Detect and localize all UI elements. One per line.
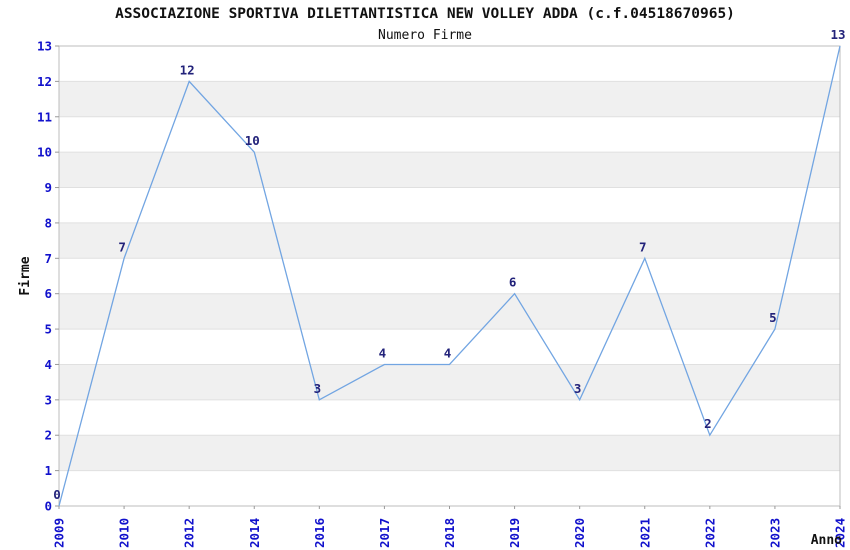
plot-band <box>59 81 840 117</box>
y-tick-label: 12 <box>37 74 52 89</box>
x-tick-label: 2022 <box>702 518 717 548</box>
y-tick-label: 3 <box>44 392 52 407</box>
plot-band <box>59 222 840 259</box>
data-label: 3 <box>574 381 582 396</box>
y-tick-label: 0 <box>44 499 52 514</box>
y-tick-label: 2 <box>44 428 52 443</box>
y-tick-label: 10 <box>37 145 52 160</box>
data-label: 4 <box>444 345 452 360</box>
plot-band <box>59 364 840 400</box>
plot-band <box>59 258 840 294</box>
data-label: 13 <box>830 27 845 42</box>
y-tick-label: 5 <box>44 322 52 337</box>
x-tick-label: 2009 <box>52 518 67 548</box>
y-tick-label: 7 <box>44 251 52 266</box>
x-axis-title: Anno <box>811 533 842 548</box>
data-label: 0 <box>53 487 61 502</box>
y-tick-label: 4 <box>44 357 52 372</box>
y-axis-title: Firme <box>18 256 33 295</box>
plot-band <box>59 116 840 153</box>
x-tick-label: 2014 <box>247 518 262 548</box>
y-tick-label: 6 <box>44 286 52 301</box>
y-tick-label: 11 <box>37 109 52 124</box>
data-label: 10 <box>245 133 260 148</box>
x-tick-label: 2010 <box>117 518 132 548</box>
plot-band <box>59 470 840 506</box>
plot-band <box>59 329 840 365</box>
plot-band <box>59 187 840 223</box>
plot-band <box>59 399 840 436</box>
y-tick-label: 13 <box>37 39 52 54</box>
plot-band <box>59 152 840 188</box>
y-tick-label: 9 <box>44 180 52 195</box>
data-label: 7 <box>639 239 647 254</box>
x-tick-label: 2021 <box>637 518 652 548</box>
y-tick-label: 1 <box>44 463 52 478</box>
x-tick-label: 2020 <box>572 518 587 548</box>
chart-title: ASSOCIAZIONE SPORTIVA DILETTANTISTICA NE… <box>115 6 735 22</box>
x-tick-label: 2024 <box>833 518 848 548</box>
data-label: 12 <box>180 62 195 77</box>
plot-band <box>59 293 840 330</box>
x-tick-label: 2017 <box>377 518 392 548</box>
y-tick-label: 8 <box>44 215 52 230</box>
x-tick-label: 2018 <box>442 518 457 548</box>
series-line <box>58 45 841 507</box>
data-label: 6 <box>509 275 517 290</box>
data-label: 3 <box>314 381 322 396</box>
plot-band <box>59 435 840 471</box>
x-tick-label: 2016 <box>312 518 327 548</box>
plot-band <box>59 46 840 82</box>
data-label: 4 <box>379 345 387 360</box>
data-label: 7 <box>118 239 126 254</box>
x-tick-label: 2023 <box>767 518 782 548</box>
data-label: 5 <box>769 310 777 325</box>
chart-subtitle: Numero Firme <box>378 28 472 43</box>
x-tick-label: 2012 <box>182 518 197 548</box>
x-tick-label: 2019 <box>507 518 522 548</box>
data-label: 2 <box>704 416 712 431</box>
